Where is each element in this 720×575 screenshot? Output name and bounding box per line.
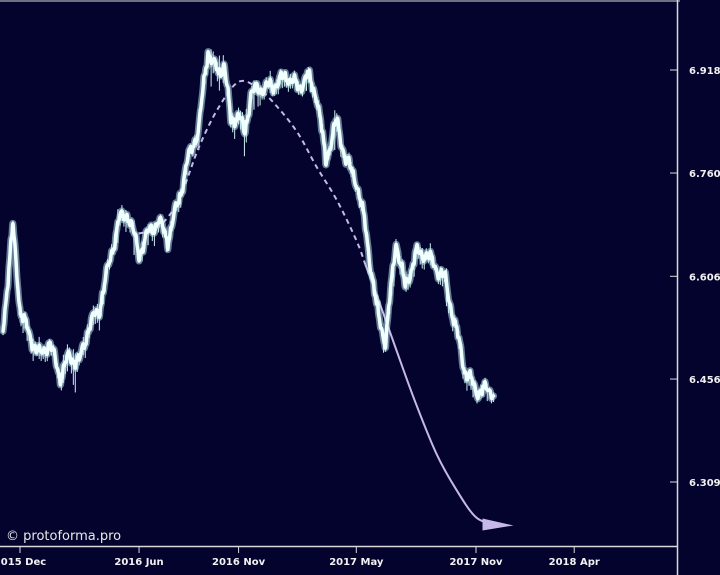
y-tick-label: 6.9183: [689, 66, 720, 77]
x-tick-label: 2017 Nov: [449, 557, 503, 568]
watermark: © protoforma.pro: [6, 529, 121, 544]
y-tick-label: 6.6065: [689, 272, 720, 283]
price-line: [1, 49, 496, 401]
x-tick-label: 2018 Apr: [549, 557, 600, 568]
y-tick-label: 6.7608: [689, 169, 720, 180]
series-layer: [0, 48, 514, 531]
y-tick-label: 6.3096: [689, 478, 720, 489]
x-tick-label: 2015 Dec: [0, 557, 46, 568]
x-tick-label: 2016 Nov: [212, 557, 266, 568]
x-tick-label: 2016 Jun: [114, 557, 163, 568]
x-axis: 2015 Dec 2016 Jun 2016 Nov 2017 May 2017 Nov…: [0, 546, 600, 568]
x-tick-label: 2017 May: [329, 557, 384, 568]
forecast-arrowhead: [482, 518, 514, 531]
y-tick-label: 6.4565: [689, 375, 720, 386]
y-axis: 6.9183 6.7608 6.6065 6.4565 6.3096: [670, 66, 720, 489]
